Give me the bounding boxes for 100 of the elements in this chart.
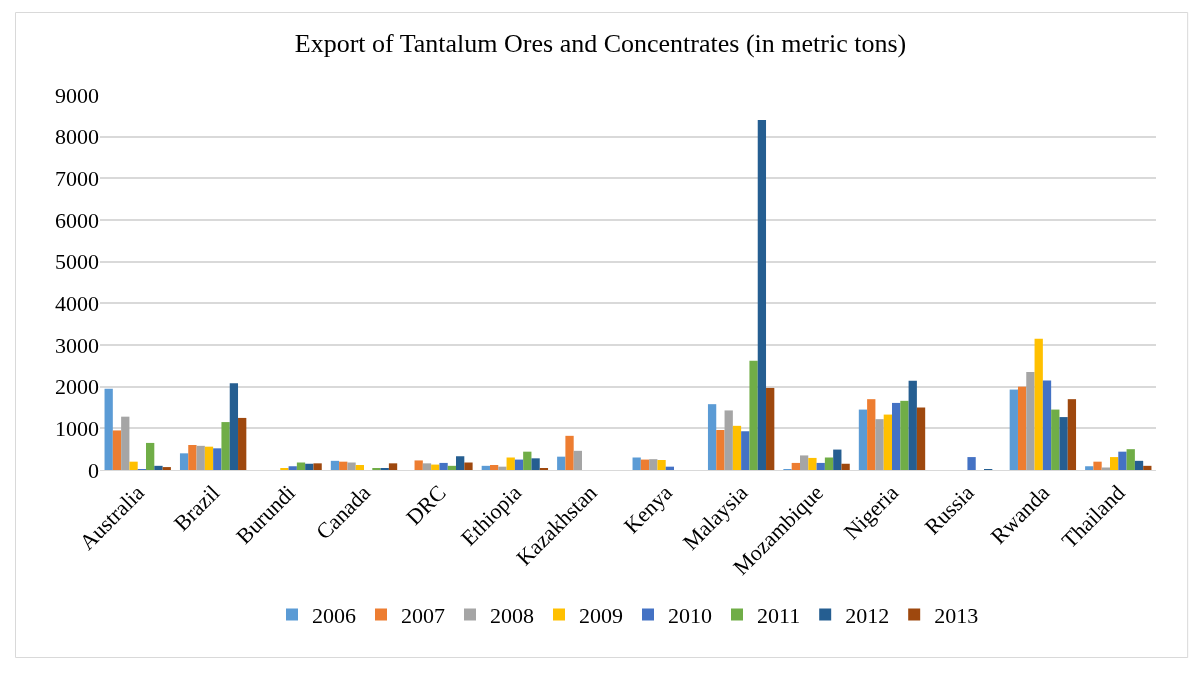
bar — [339, 461, 348, 470]
legend-label: 2007 — [401, 603, 445, 629]
y-tick-label: 7000 — [55, 166, 99, 192]
bar — [288, 466, 297, 470]
legend-label: 2012 — [845, 603, 890, 629]
bar — [724, 410, 733, 470]
bar — [1093, 461, 1102, 470]
bar — [162, 467, 171, 470]
bar — [1109, 457, 1119, 470]
bar — [330, 460, 340, 470]
legend-label: 2009 — [579, 603, 623, 629]
bar — [296, 462, 306, 470]
bar — [741, 431, 750, 470]
bar — [867, 399, 876, 470]
bar — [121, 416, 130, 470]
bar — [791, 462, 800, 470]
bar — [464, 462, 473, 470]
bar — [347, 462, 356, 470]
legend-label: 2013 — [934, 603, 979, 629]
bar — [456, 456, 465, 470]
y-tick-label: 3000 — [55, 332, 99, 358]
bar — [1059, 417, 1068, 470]
bar — [179, 453, 189, 470]
bar — [422, 463, 432, 470]
bar — [716, 430, 725, 470]
bar — [1034, 338, 1043, 470]
bar — [1126, 449, 1135, 470]
legend-label: 2011 — [757, 603, 801, 629]
bar — [523, 451, 532, 470]
bar — [1017, 386, 1027, 470]
legend-label: 2006 — [312, 603, 356, 629]
bar — [1134, 460, 1144, 470]
bar — [506, 457, 515, 470]
bar — [196, 445, 205, 470]
bar — [229, 383, 239, 470]
bar — [414, 460, 423, 470]
bar — [749, 360, 758, 470]
legend-label: 2010 — [668, 603, 712, 629]
bar — [112, 430, 122, 470]
bar — [188, 445, 197, 470]
bar — [632, 457, 641, 470]
bar — [129, 461, 138, 470]
bar — [808, 457, 817, 470]
bar — [489, 465, 499, 470]
bar — [967, 457, 976, 470]
bar — [1143, 465, 1152, 470]
bar — [1042, 380, 1052, 470]
bar — [154, 465, 163, 470]
bar — [1026, 372, 1035, 470]
bar — [1051, 409, 1060, 470]
bar — [883, 414, 892, 470]
bar — [799, 455, 809, 470]
bar — [732, 425, 742, 470]
bar — [146, 442, 155, 470]
bar — [531, 458, 540, 470]
bar — [573, 450, 582, 470]
bar — [447, 465, 457, 470]
legend-label: 2008 — [490, 603, 534, 629]
bar — [1009, 389, 1018, 470]
y-tick-label: 2000 — [55, 374, 99, 400]
bar — [908, 380, 917, 470]
y-tick-label: 6000 — [55, 207, 99, 233]
bar — [657, 460, 666, 470]
bar — [313, 463, 322, 470]
bar — [104, 388, 113, 470]
bar — [238, 417, 247, 470]
bar — [1067, 399, 1077, 470]
bar — [841, 463, 850, 470]
bar — [204, 446, 214, 470]
bar — [557, 456, 566, 470]
bar — [875, 419, 884, 470]
bar — [892, 402, 901, 470]
bar — [816, 462, 825, 470]
y-tick-label: 4000 — [55, 291, 99, 317]
y-tick-label: 8000 — [55, 124, 99, 150]
bar — [640, 459, 650, 470]
bar — [213, 448, 222, 470]
bar — [766, 387, 775, 470]
chart-title: Export of Tantalum Ores and Concentrates (in metric tons) — [294, 29, 907, 59]
bar — [439, 462, 448, 470]
y-tick-label: 0 — [88, 457, 99, 483]
bar — [481, 465, 490, 470]
bar — [305, 463, 314, 470]
bar — [900, 400, 909, 470]
bar — [498, 466, 507, 470]
bar — [707, 404, 717, 470]
bar — [355, 465, 364, 470]
bar — [1118, 451, 1127, 470]
bar — [221, 422, 230, 470]
y-tick-label: 5000 — [55, 249, 99, 275]
bar — [565, 435, 574, 470]
bar — [388, 463, 398, 470]
bar — [514, 459, 524, 470]
bar — [858, 409, 868, 470]
bar — [1085, 466, 1094, 470]
bar — [916, 407, 926, 470]
bar — [824, 457, 834, 470]
bar — [833, 449, 842, 470]
y-tick-label: 1000 — [55, 416, 99, 442]
y-tick-label: 9000 — [55, 82, 99, 108]
